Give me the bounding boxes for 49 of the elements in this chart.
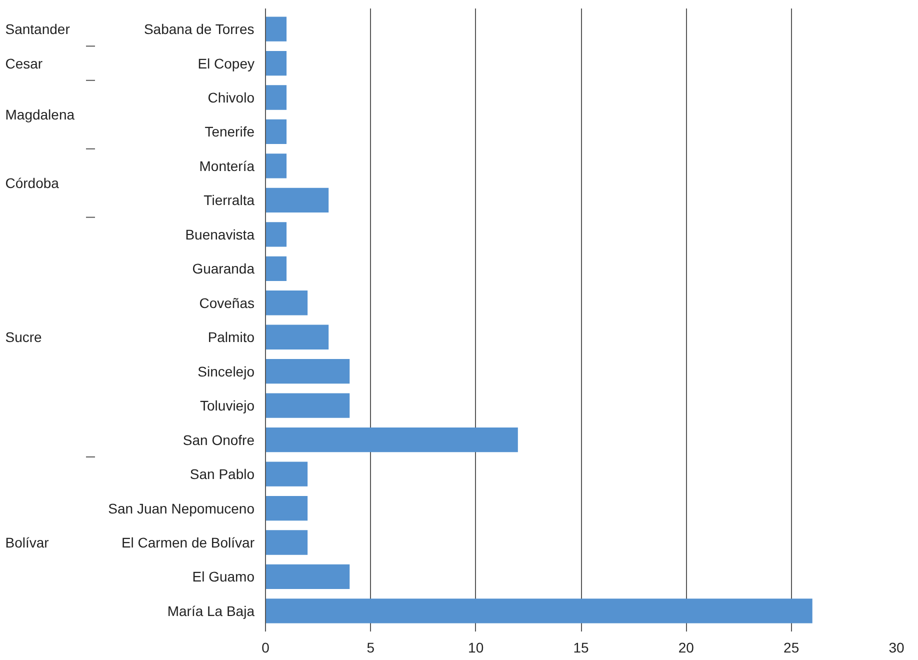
x-tick-label: 25: [784, 640, 800, 656]
x-tick-label: 30: [888, 640, 904, 656]
bar: [266, 256, 287, 281]
bar: [266, 85, 287, 110]
text: Cesar: [5, 55, 43, 72]
text: Sucre: [5, 329, 42, 346]
y-tick-label: El Copey: [198, 55, 255, 72]
y-tick-label: Chivolo: [208, 90, 255, 106]
x-tick-label: 20: [678, 640, 694, 656]
y-tick-label: San Pablo: [190, 466, 255, 482]
bar: [266, 598, 812, 624]
y-tick-label: El Guamo: [192, 568, 255, 585]
y-tick-label: Guaranda: [192, 260, 255, 277]
text: Bolívar: [5, 534, 50, 550]
bar: [266, 530, 308, 555]
bar: [266, 564, 350, 590]
y-tick-label: Coveñas: [199, 294, 255, 311]
bar: [266, 290, 308, 316]
x-tick-label: 5: [366, 640, 375, 656]
y-tick-label: San Juan Nepomuceno: [108, 500, 255, 516]
bar: [266, 222, 287, 247]
text: Santander: [5, 21, 70, 38]
bar: [266, 16, 287, 42]
x-tick-label: 0: [262, 640, 270, 656]
bar: [266, 462, 308, 486]
y-tick-label: Toluviejo: [200, 398, 255, 414]
y-tick-label: Tenerife: [204, 124, 255, 140]
x-tick-label: 10: [468, 640, 484, 656]
bar: [266, 119, 287, 144]
bar: [266, 496, 308, 521]
bar: [266, 50, 287, 76]
text: Magdalena: [5, 106, 75, 123]
bar: [266, 393, 350, 418]
text: Córdoba: [5, 175, 60, 192]
y-tick-label: Buenavista: [185, 226, 255, 242]
y-tick-label: Sabana de Torres: [144, 21, 254, 38]
y-tick-label: Palmito: [208, 329, 255, 346]
y-tick-label: El Carmen de Bolívar: [121, 534, 255, 550]
y-tick-label: Montería: [199, 158, 255, 174]
y-tick-label: Sincelejo: [198, 363, 255, 380]
y-tick-label: María La Baja: [167, 602, 255, 619]
bar: [266, 359, 350, 384]
bar: [266, 154, 287, 178]
bar: [266, 188, 329, 213]
x-tick-label: 15: [573, 640, 589, 656]
y-tick-label: San Onofre: [182, 432, 255, 448]
bar: [266, 324, 329, 350]
bar: [266, 427, 518, 452]
y-tick-label: Tierralta: [204, 192, 255, 208]
